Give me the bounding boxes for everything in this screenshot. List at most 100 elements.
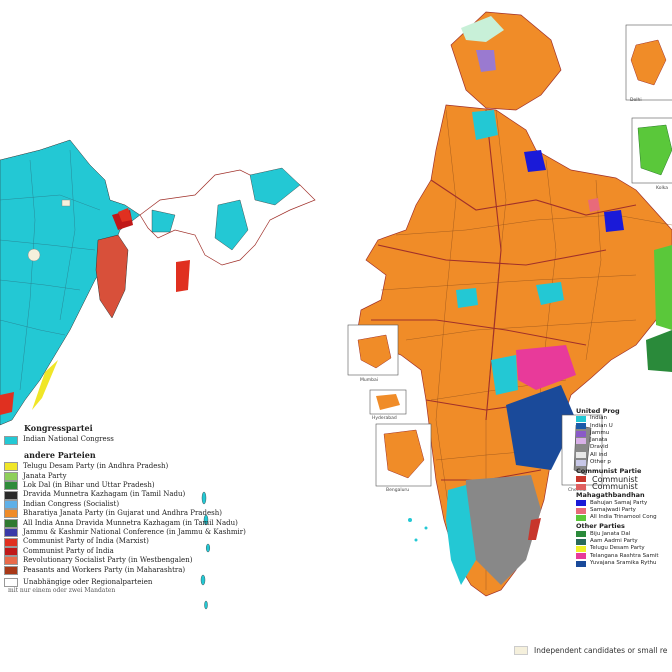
legend-item: Bharatiya Janata Party (in Gujarat und A… (4, 509, 334, 519)
legend-item: Communist Party of India (4, 547, 334, 556)
legend-item: Indian U (576, 423, 672, 430)
legend-item: Telangana Rashtra Samit (576, 553, 672, 560)
left-white-patch (27, 248, 41, 262)
left-tripura-red (176, 260, 190, 292)
legend-label: Peasants and Workers Party (in Maharasht… (23, 565, 186, 574)
left-northeast-congress (214, 199, 249, 251)
legend-swatch (4, 462, 18, 472)
legend-item: All India Anna Dravida Munnetra Kazhagam… (4, 519, 334, 528)
legend-item: All ind (576, 452, 672, 459)
legend-item: Lok Dal (in Bihar und Uttar Pradesh) (4, 480, 334, 491)
left-south-red (0, 392, 14, 415)
inset-label-bengaluru: Bengaluru (386, 488, 410, 493)
right-inset-delhi (625, 24, 672, 101)
legend-label: Yuvajana Sramika Rythu (590, 559, 657, 566)
right-kerala-congress (446, 485, 476, 585)
legend-label: Biju Janata Dal (590, 530, 631, 537)
legend-swatch (576, 507, 586, 514)
legend-swatch (576, 415, 586, 422)
legend-item: Jammu (576, 430, 672, 437)
legend-swatch (4, 528, 18, 538)
legend-swatch (4, 537, 18, 547)
legend-label: Communist Party of India (Marxist) (23, 537, 149, 546)
right-bsp-blue (604, 210, 624, 232)
right-lakshadweep (408, 518, 428, 542)
legend-swatch (4, 565, 18, 575)
legend-item: Jammu & Kashmir National Conference (in … (4, 528, 334, 538)
legend-swatch (4, 435, 18, 445)
right-tamil-nadu-gray (464, 475, 541, 585)
legend-label: Communist Party of India (23, 546, 114, 555)
legend-note: mit nur einem oder zwei Mandaten (8, 587, 116, 595)
legend-label: Aam Aadmi Party (590, 538, 638, 545)
right-congress-cyan (456, 288, 478, 308)
right-ysr-blue (506, 385, 576, 470)
legend-label: Lok Dal (in Bihar und Uttar Pradesh) (23, 480, 155, 489)
inset-label-hyderabad: Hyderabad (372, 416, 397, 421)
legend-swatch (576, 437, 586, 444)
legend-label: Telangana Rashtra Samit (590, 552, 659, 559)
legend-item: Communist Party of India (Marxist) (4, 537, 334, 547)
legend-swatch (576, 545, 586, 552)
legend-label: Independent candidates or small re (534, 646, 668, 655)
legend-swatch (576, 483, 586, 490)
left-northeast-congress (249, 167, 301, 206)
left-northeast-congress (151, 209, 176, 233)
legend-item: Peasants and Workers Party (in Maharasht… (4, 566, 334, 575)
right-punjab-congress (472, 110, 498, 140)
legend-item: Dravid (576, 444, 672, 452)
legend-item: Yuvajana Sramika Rythu (576, 560, 672, 567)
legend-item: Dravida Munnetra Kazhagam (in Tamil Nadu… (4, 490, 334, 500)
right-inset-hyderabad (369, 389, 407, 415)
legend-label: Indian U (590, 422, 613, 429)
right-mainland (357, 104, 672, 597)
legend-item: Biju Janata Dal (576, 531, 672, 538)
legend-item: Indian (576, 415, 672, 422)
legend-swatch (576, 423, 586, 430)
legend-label: Dravid (590, 444, 609, 451)
right-inset-kolkata (631, 117, 672, 184)
legend-label: Dravida Munnetra Kazhagam (in Tamil Nadu… (23, 490, 186, 499)
right-communist-red (528, 518, 541, 540)
legend-label: Telugu Desam Party (590, 545, 645, 552)
legend-label: Jammu (590, 429, 610, 436)
legend-label: Bahujan Samaj Party (590, 499, 648, 506)
legend-label: Janata (590, 437, 608, 444)
legend-item: Indian Congress (Socialist) (4, 500, 334, 509)
legend-label: All India Trinamool Cong (590, 514, 657, 521)
legend-swatch (576, 459, 586, 466)
right-inset-mumbai (347, 324, 399, 376)
legend-swatch (4, 556, 18, 566)
legend-item: Other p (576, 459, 672, 466)
right-bjd-green (646, 330, 672, 372)
left-sikkim-red (118, 208, 132, 222)
legend-item: Communist (576, 475, 672, 483)
legend-swatch (576, 430, 586, 437)
right-trinamool-green (654, 245, 672, 330)
right-trs-pink (516, 345, 576, 390)
left-white-patch (61, 199, 71, 207)
legend-label: All India Anna Dravida Munnetra Kazhagam… (23, 518, 238, 527)
legend-label: Indian Congress (Socialist) (23, 499, 120, 508)
legend-item: Bahujan Samaj Party (576, 500, 672, 507)
right-congress-cyan (491, 355, 518, 395)
legend-swatch (576, 452, 586, 459)
legend-left: Kongresspartei Indian National Congress … (4, 423, 334, 595)
legend-label: Revolutionary Socialist Party (in Westbe… (23, 556, 193, 565)
legend-label: Janata Party (23, 471, 67, 480)
legend-swatch (576, 538, 586, 545)
right-congress-cyan (536, 282, 564, 305)
map-left-1984 (0, 139, 316, 610)
right-samajwadi (588, 198, 600, 212)
legend-swatch (514, 646, 528, 655)
legend-swatch (576, 500, 586, 507)
legend-label: Bharatiya Janata Party (in Gujarat und A… (23, 509, 222, 518)
inset-label-mumbai: Mumbai (360, 378, 378, 383)
left-andaman-islands (200, 491, 210, 610)
legend-swatch (576, 553, 586, 560)
legend-swatch (4, 509, 18, 519)
legend-item: Communist (576, 482, 672, 491)
legend-mgb-heading: Mahagathbandhan (576, 491, 645, 500)
inset-label-chennai: Chennai (568, 488, 587, 493)
legend-upa-heading: United Prog (576, 407, 620, 415)
